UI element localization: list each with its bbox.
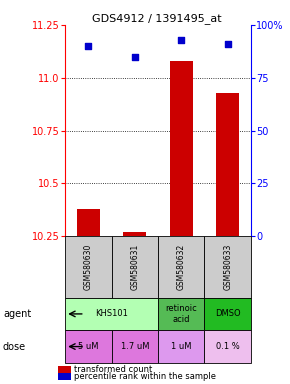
Point [179, 36, 184, 43]
Bar [65, 298, 158, 330]
Text: GSM580630: GSM580630 [84, 244, 93, 290]
Text: retinoic
acid: retinoic acid [165, 304, 197, 324]
Point [86, 43, 91, 49]
Text: 1 uM: 1 uM [171, 342, 191, 351]
Text: transformed count: transformed count [74, 365, 152, 374]
Bar [216, 93, 239, 236]
Text: agent: agent [3, 309, 31, 319]
Text: GSM580633: GSM580633 [223, 244, 232, 290]
Text: DMSO: DMSO [215, 310, 240, 318]
Text: 1.7 uM: 1.7 uM [121, 342, 149, 351]
Text: KHS101: KHS101 [95, 310, 128, 318]
Text: GSM580631: GSM580631 [130, 244, 139, 290]
Bar [204, 330, 251, 363]
Text: dose: dose [3, 341, 26, 352]
Point [133, 54, 137, 60]
Bar [112, 330, 158, 363]
Bar [112, 236, 158, 298]
Text: 0.1 %: 0.1 % [216, 342, 240, 351]
Point [225, 41, 230, 47]
Bar [158, 298, 204, 330]
Bar [65, 330, 112, 363]
Bar [204, 236, 251, 298]
Text: percentile rank within the sample: percentile rank within the sample [74, 372, 216, 381]
Text: GSM580632: GSM580632 [177, 244, 186, 290]
Bar [170, 61, 193, 236]
Bar [158, 236, 204, 298]
Bar [77, 209, 100, 236]
Bar [158, 330, 204, 363]
Bar [204, 298, 251, 330]
Bar [123, 232, 146, 236]
Text: 5 uM: 5 uM [78, 342, 99, 351]
Bar [65, 236, 112, 298]
Text: GDS4912 / 1391495_at: GDS4912 / 1391495_at [92, 13, 221, 24]
